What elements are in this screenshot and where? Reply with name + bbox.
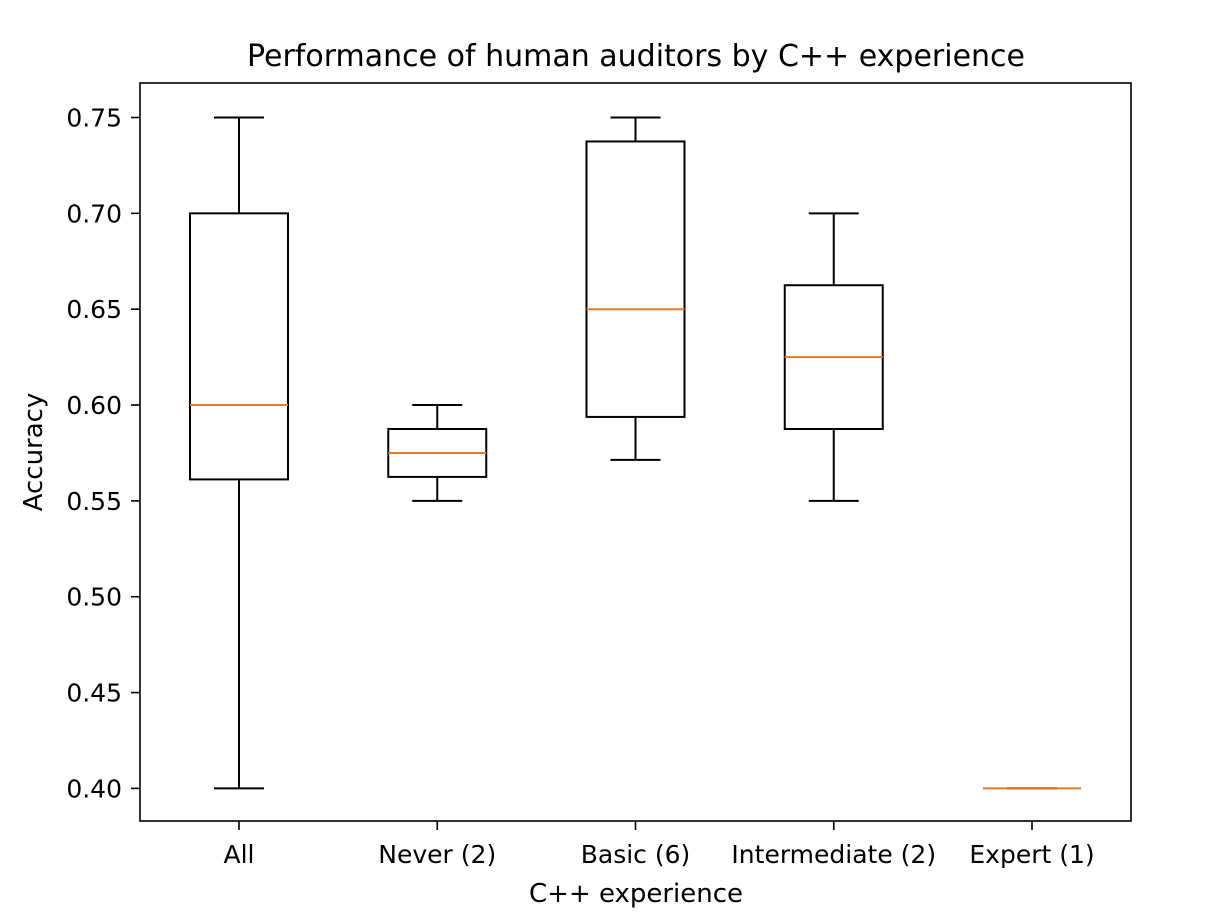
y-tick-label: 0.40 <box>66 774 122 803</box>
y-tick-label: 0.50 <box>66 583 122 612</box>
chart-title: Performance of human auditors by C++ exp… <box>247 39 1025 74</box>
box-1 <box>189 116 289 790</box>
y-tick-label: 0.65 <box>66 295 122 324</box>
box-2 <box>387 404 488 502</box>
x-tick-label: Intermediate (2) <box>731 840 936 869</box>
y-tick-label: 0.45 <box>66 679 122 708</box>
y-axis: 0.40 0.45 0.50 0.55 0.60 0.65 0.70 0.75 <box>66 104 140 803</box>
y-tick-label: 0.55 <box>66 487 122 516</box>
x-axis-label: C++ experience <box>529 879 743 909</box>
x-tick-label: Basic (6) <box>581 840 691 869</box>
box-4 <box>783 212 884 502</box>
box-3 <box>585 116 686 461</box>
x-axis: All Never (2) Basic (6) Intermediate (2) Exp… <box>224 821 1095 869</box>
iqr-box <box>189 212 289 481</box>
y-axis-label: Accuracy <box>19 393 49 512</box>
x-tick-label: Expert (1) <box>969 840 1094 869</box>
y-tick-label: 0.75 <box>66 104 122 133</box>
x-tick-label: Never (2) <box>378 840 496 869</box>
x-tick-label: All <box>224 840 255 869</box>
box-series <box>189 116 1081 790</box>
y-tick-label: 0.60 <box>66 391 122 420</box>
iqr-box <box>585 140 686 418</box>
y-tick-label: 0.70 <box>66 199 122 228</box>
